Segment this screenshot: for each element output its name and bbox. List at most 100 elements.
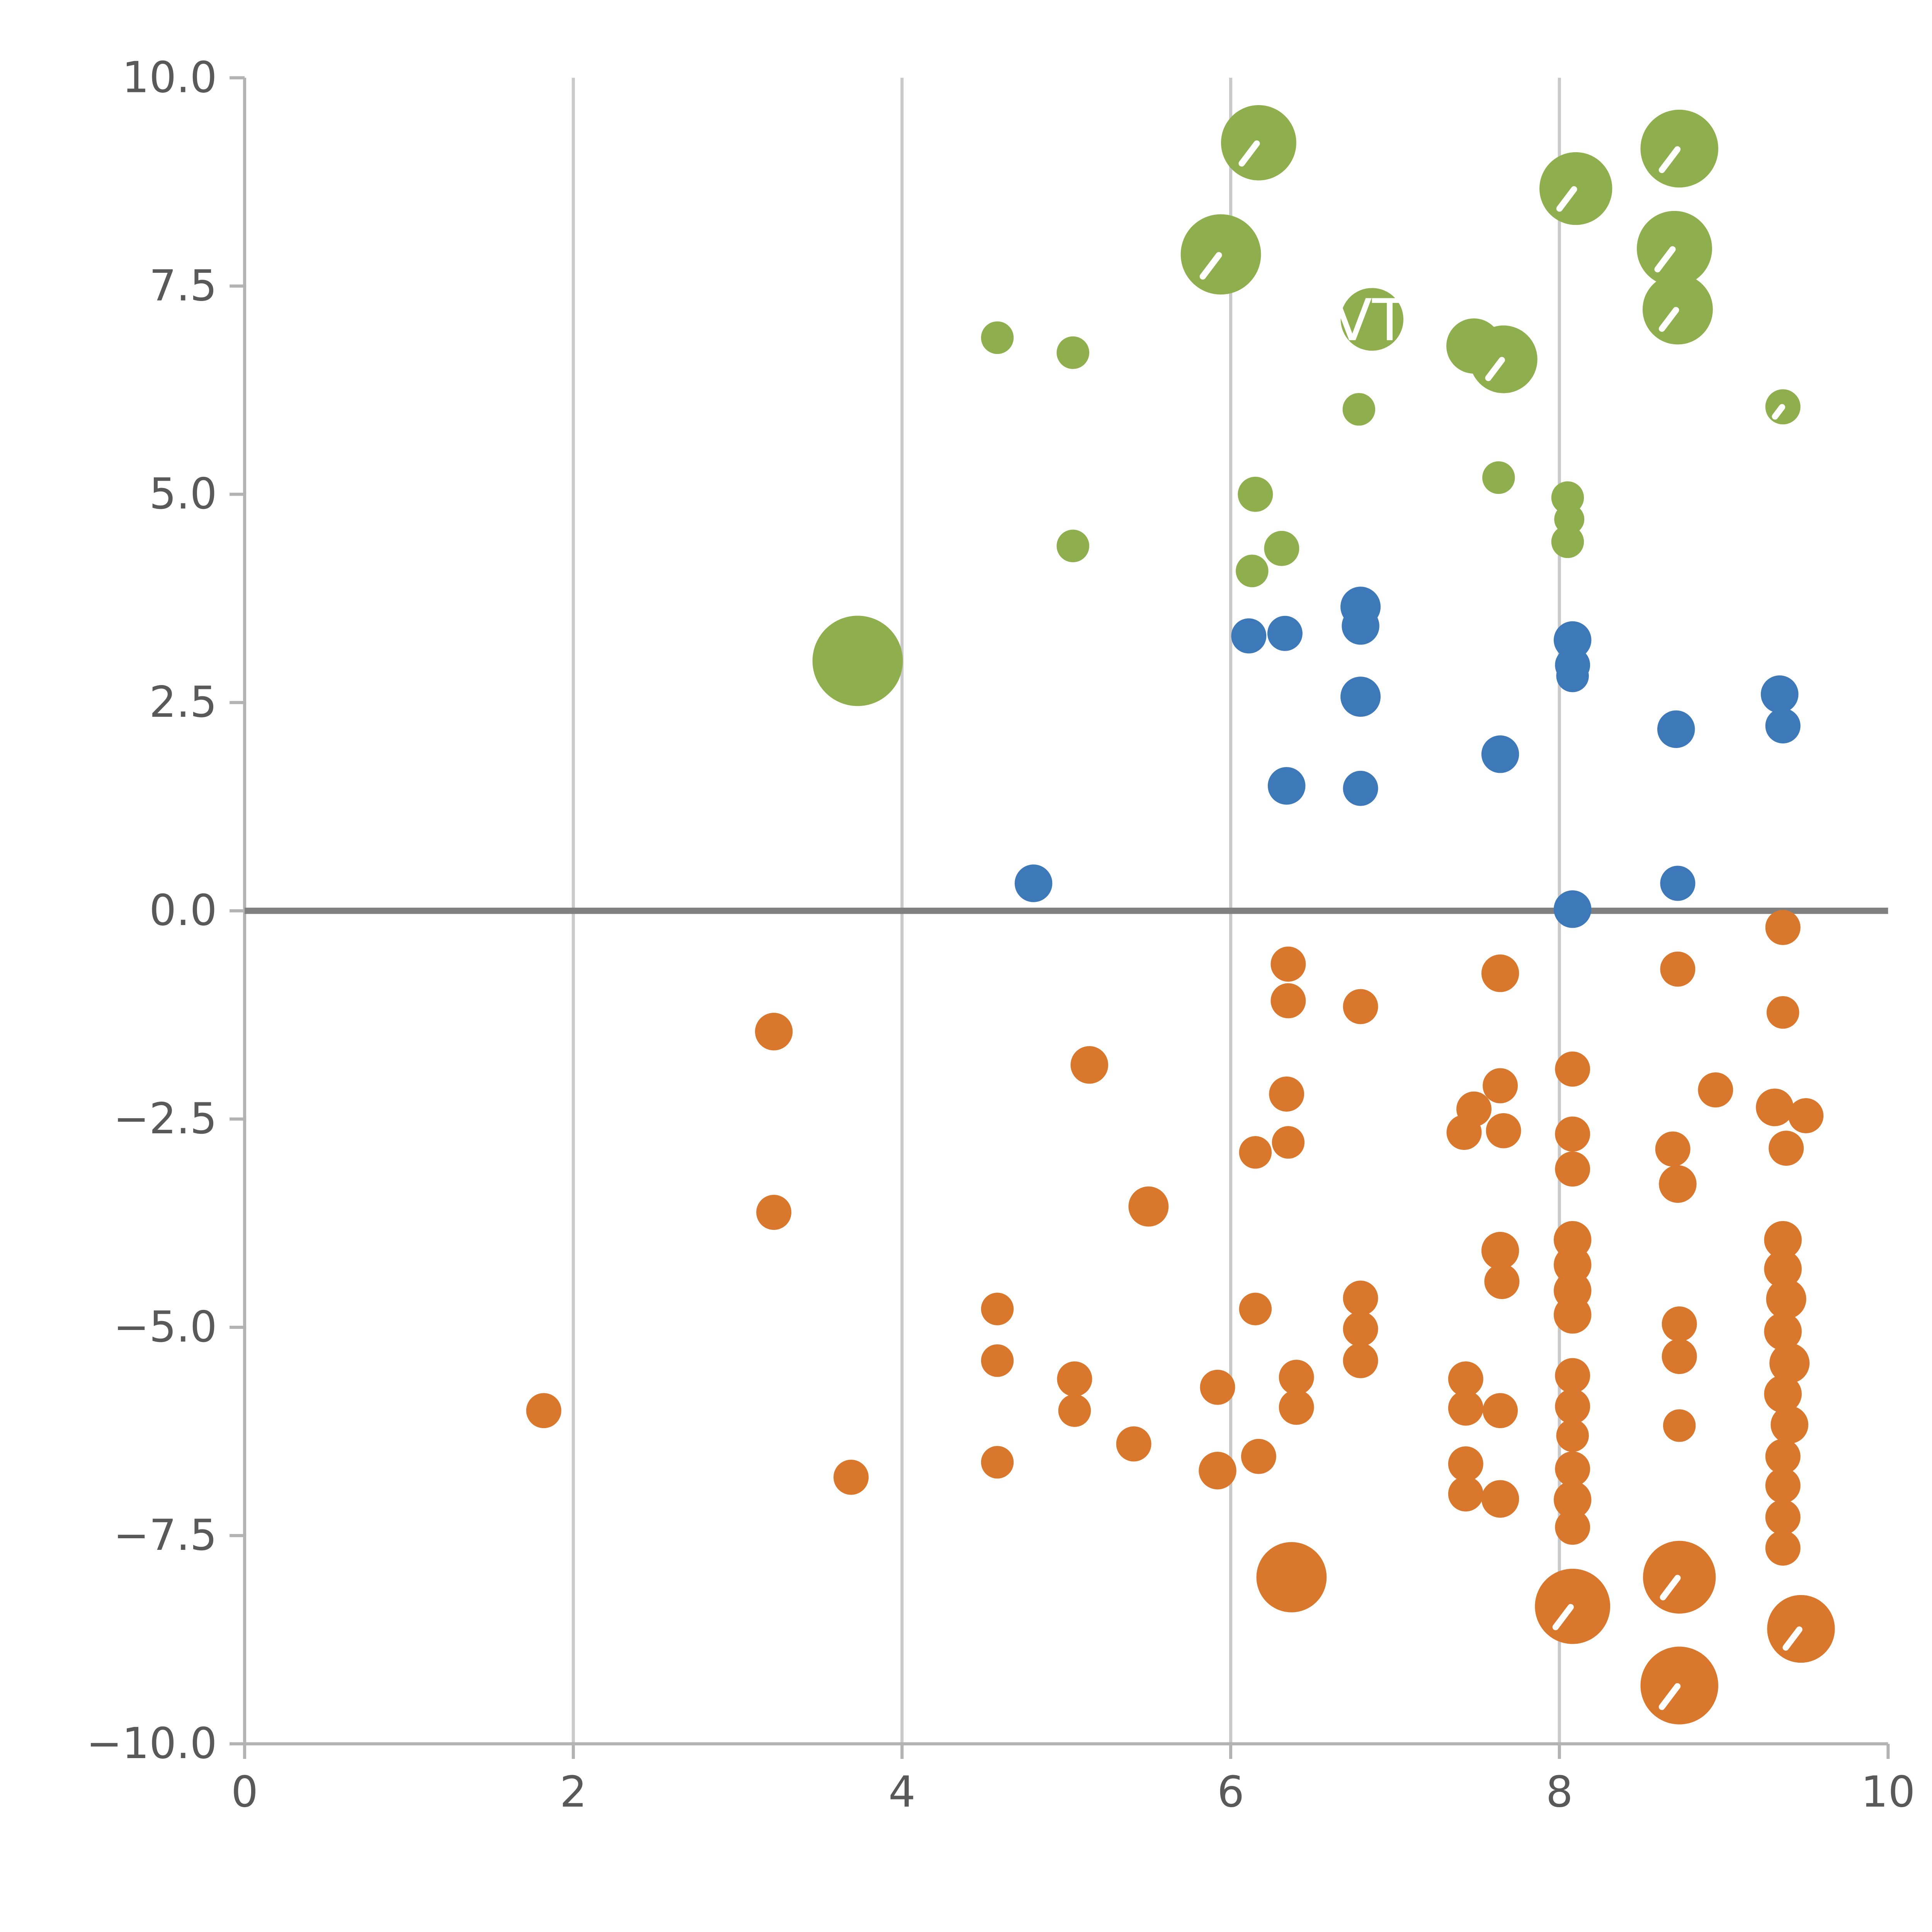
data-point-orange[interactable] — [1239, 1293, 1272, 1325]
data-point-orange[interactable] — [526, 1393, 561, 1429]
data-point-green[interactable] — [1340, 288, 1404, 351]
data-point-orange[interactable] — [1270, 946, 1306, 982]
data-point-orange[interactable] — [1270, 983, 1306, 1019]
data-point-orange[interactable] — [1343, 989, 1378, 1024]
data-point-orange[interactable] — [1279, 1359, 1314, 1395]
data-point-orange[interactable] — [1057, 1361, 1092, 1397]
data-point-green[interactable] — [1238, 476, 1273, 512]
data-point-orange[interactable] — [1765, 1439, 1801, 1474]
data-point-blue[interactable] — [1554, 890, 1592, 928]
data-point-blue[interactable] — [1014, 864, 1053, 902]
data-point-orange[interactable] — [1279, 1389, 1314, 1425]
data-point-green[interactable] — [1056, 336, 1089, 369]
data-point-green[interactable] — [1342, 393, 1376, 426]
data-point-blue[interactable] — [1765, 708, 1801, 743]
data-point-orange[interactable] — [1554, 1296, 1592, 1334]
data-point-blue[interactable] — [1340, 677, 1381, 717]
data-point-orange[interactable] — [1655, 1131, 1690, 1167]
data-point-orange[interactable] — [981, 1344, 1014, 1377]
data-point-orange[interactable] — [1448, 1390, 1483, 1426]
data-point-orange[interactable] — [756, 1195, 792, 1230]
data-point-orange[interactable] — [1765, 1468, 1801, 1503]
data-point-orange[interactable] — [1199, 1452, 1236, 1490]
data-point-blue[interactable] — [1660, 866, 1696, 901]
data-point-orange[interactable] — [1486, 1113, 1521, 1148]
data-point-orange[interactable] — [1256, 1542, 1327, 1612]
data-point-orange[interactable] — [1269, 1076, 1304, 1112]
data-point-orange[interactable] — [1555, 1151, 1590, 1187]
data-point-orange[interactable] — [1766, 996, 1799, 1029]
data-point-orange[interactable] — [1769, 1131, 1804, 1166]
data-point-blue[interactable] — [1343, 770, 1378, 806]
data-point-orange[interactable] — [1764, 1375, 1802, 1413]
data-point-orange[interactable] — [1662, 1306, 1697, 1342]
data-point-orange[interactable] — [1765, 1530, 1801, 1566]
data-point-orange[interactable] — [1128, 1186, 1169, 1227]
data-point-blue[interactable] — [1760, 675, 1799, 713]
data-point-orange[interactable] — [1481, 1480, 1519, 1518]
data-point-orange[interactable] — [1554, 1246, 1592, 1284]
data-point-orange[interactable] — [1555, 1510, 1590, 1545]
data-point-orange[interactable] — [1659, 1165, 1697, 1203]
data-point-orange[interactable] — [1239, 1136, 1272, 1169]
data-point-blue[interactable] — [1267, 767, 1306, 805]
data-point-orange[interactable] — [1070, 1046, 1108, 1084]
data-point-green[interactable] — [1056, 529, 1089, 563]
data-point-orange[interactable] — [1200, 1369, 1235, 1405]
data-point-blue[interactable] — [1556, 659, 1589, 692]
data-point-blue[interactable] — [1231, 618, 1267, 654]
data-point-orange[interactable] — [981, 1293, 1014, 1325]
data-point-orange[interactable] — [1765, 910, 1801, 945]
data-point-green[interactable] — [981, 321, 1014, 354]
data-point-orange[interactable] — [1481, 954, 1519, 992]
data-point-blue[interactable] — [1267, 616, 1303, 651]
data-point-orange[interactable] — [1556, 1419, 1589, 1452]
data-point-orange[interactable] — [755, 1013, 793, 1051]
data-point-orange[interactable] — [1770, 1406, 1808, 1444]
data-point-orange[interactable] — [1343, 1343, 1378, 1378]
data-point-orange[interactable] — [1766, 1279, 1806, 1319]
data-point-blue[interactable] — [1657, 710, 1695, 748]
data-point-orange[interactable] — [1481, 1232, 1519, 1270]
data-point-orange[interactable] — [1483, 1068, 1518, 1104]
data-point-orange[interactable] — [981, 1446, 1014, 1479]
data-point-green[interactable] — [1236, 554, 1269, 587]
data-point-green[interactable] — [1264, 531, 1299, 566]
data-point-orange[interactable] — [1698, 1072, 1733, 1108]
data-point-orange[interactable] — [1343, 1311, 1378, 1347]
data-point-orange[interactable] — [1660, 951, 1696, 987]
data-point-orange[interactable] — [1343, 1281, 1378, 1316]
data-point-green[interactable] — [1551, 525, 1584, 558]
data-point-orange[interactable] — [1555, 1116, 1590, 1152]
data-point-orange[interactable] — [1764, 1313, 1802, 1350]
data-point-orange[interactable] — [1764, 1221, 1802, 1259]
data-point-orange[interactable] — [1756, 1088, 1794, 1126]
data-point-green[interactable] — [1482, 461, 1515, 494]
data-point-orange[interactable] — [1769, 1343, 1810, 1383]
data-point-orange[interactable] — [1058, 1394, 1091, 1427]
data-point-orange[interactable] — [1484, 1264, 1520, 1299]
data-point-orange[interactable] — [1554, 1481, 1592, 1519]
data-point-orange[interactable] — [1272, 1126, 1305, 1159]
data-point-orange[interactable] — [1555, 1389, 1590, 1424]
data-point-orange[interactable] — [1662, 1339, 1697, 1374]
data-point-orange[interactable] — [1765, 1500, 1801, 1535]
data-point-orange[interactable] — [1555, 1451, 1590, 1487]
data-point-blue[interactable] — [1554, 621, 1592, 659]
data-point-orange[interactable] — [1555, 1358, 1590, 1393]
data-point-blue[interactable] — [1342, 607, 1379, 645]
data-point-orange[interactable] — [1483, 1393, 1518, 1429]
data-point-blue[interactable] — [1481, 735, 1519, 773]
data-point-orange[interactable] — [1788, 1098, 1824, 1133]
data-point-orange[interactable] — [1448, 1446, 1483, 1482]
data-point-orange[interactable] — [1446, 1115, 1482, 1150]
data-point-green[interactable] — [812, 616, 903, 706]
data-point-orange[interactable] — [1448, 1476, 1483, 1512]
data-point-orange[interactable] — [833, 1459, 869, 1495]
data-point-orange[interactable] — [1663, 1409, 1696, 1442]
data-point-orange[interactable] — [1116, 1426, 1151, 1462]
data-point-orange[interactable] — [1241, 1439, 1276, 1474]
data-point-orange[interactable] — [1764, 1250, 1802, 1288]
data-point-orange[interactable] — [1555, 1051, 1590, 1087]
data-point-orange[interactable] — [1448, 1361, 1483, 1397]
